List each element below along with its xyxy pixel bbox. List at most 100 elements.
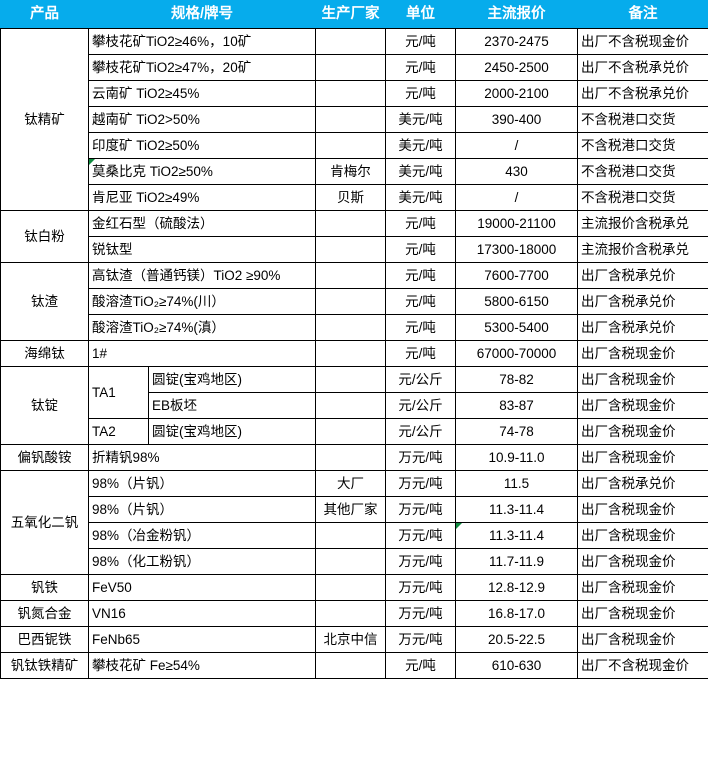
manufacturer-cell: 贝斯: [315, 184, 386, 211]
spec-cell: 酸溶渣TiO₂≥74%(滇）: [88, 314, 316, 341]
price-cell: 11.3-11.4: [455, 522, 578, 549]
spec-cell: 98%（冶金粉钒）: [88, 522, 316, 549]
unit-cell: 元/吨: [385, 54, 456, 81]
manufacturer-cell: [315, 54, 386, 81]
product-group-titanium-concentrate: 钛精矿: [0, 28, 89, 211]
price-cell: 16.8-17.0: [455, 600, 578, 627]
table-row[interactable]: 云南矿 TiO2≥45% 元/吨 2000-2100 出厂不含税承兑价: [1, 80, 708, 107]
manufacturer-cell: 其他厂家: [315, 496, 386, 523]
price-cell: 11.5: [455, 470, 578, 497]
unit-cell: 万元/吨: [385, 600, 456, 627]
product-group-vanadium-pentoxide: 五氧化二钒: [0, 470, 89, 575]
note-cell: 不含税港口交货: [577, 106, 708, 133]
price-cell: /: [455, 132, 578, 159]
table-row[interactable]: 海绵钛 1# 元/吨 67000-70000 出厂含税现金价: [0, 340, 708, 367]
table-row[interactable]: 98%（化工粉钒） 万元/吨 11.7-11.9 出厂含税现金价: [1, 548, 708, 575]
price-cell: 2450-2500: [455, 54, 578, 81]
manufacturer-cell: [315, 262, 386, 289]
price-cell: 78-82: [455, 366, 578, 393]
price-cell: 10.9-11.0: [455, 444, 578, 471]
unit-cell: 元/吨: [385, 80, 456, 107]
unit-cell: 元/吨: [385, 340, 456, 367]
table-row[interactable]: 钒氮合金 VN16 万元/吨 16.8-17.0 出厂含税现金价: [0, 600, 708, 627]
table-row[interactable]: 酸溶渣TiO₂≥74%(滇） 元/吨 5300-5400 出厂含税承兑价: [1, 314, 708, 341]
spec-cell: 折精钒98%: [88, 444, 316, 471]
note-cell: 出厂含税现金价: [577, 600, 708, 627]
table-row[interactable]: 钛锭 TA1 圆锭(宝鸡地区) 元/公斤 78-82 出厂含税现金价: [0, 366, 708, 445]
product-group-sponge-titanium: 海绵钛: [0, 340, 89, 367]
table-row[interactable]: 偏钒酸铵 折精钒98% 万元/吨 10.9-11.0 出厂含税现金价: [0, 444, 708, 471]
manufacturer-cell: [315, 392, 386, 419]
unit-cell: 万元/吨: [385, 496, 456, 523]
note-cell: 出厂含税承兑价: [577, 288, 708, 315]
unit-cell: 元/吨: [385, 652, 456, 679]
spec-cell: FeV50: [88, 574, 316, 601]
table-row[interactable]: 攀枝花矿TiO2≥47%，20矿 元/吨 2450-2500 出厂不含税承兑价: [1, 54, 708, 81]
table-row[interactable]: 钛精矿 攀枝花矿TiO2≥46%，10矿 元/吨 2370-2475 出厂不含税…: [0, 28, 708, 211]
manufacturer-cell: [315, 314, 386, 341]
table-row[interactable]: 钒钛铁精矿 攀枝花矿 Fe≥54% 元/吨 610-630 出厂不含税现金价: [0, 652, 708, 679]
product-group-titanium-slag: 钛渣: [0, 262, 89, 341]
spec-cell: 攀枝花矿TiO2≥47%，20矿: [88, 54, 316, 81]
table-row[interactable]: 五氧化二钒 98%（片钒） 大厂 万元/吨 11.5 出厂含税承兑价: [0, 470, 708, 575]
table-row[interactable]: TA2 圆锭(宝鸡地区) 元/公斤 74-78 出厂含税现金价: [1, 418, 708, 445]
column-header-manufacturer[interactable]: 生产厂家: [315, 0, 386, 29]
unit-cell: 万元/吨: [385, 626, 456, 653]
table-row[interactable]: 莫桑比克 TiO2≥50% 肯梅尔 美元/吨 430 不含税港口交货: [1, 158, 708, 185]
price-cell: 5800-6150: [455, 288, 578, 315]
note-cell: 出厂不含税承兑价: [577, 54, 708, 81]
table-row[interactable]: 肯尼亚 TiO2≥49% 贝斯 美元/吨 / 不含税港口交货: [1, 184, 708, 211]
spec-cell: 锐钛型: [88, 236, 316, 263]
spec-cell: 金红石型（硫酸法）: [88, 210, 316, 237]
table-body: 钛精矿 攀枝花矿TiO2≥46%，10矿 元/吨 2370-2475 出厂不含税…: [0, 28, 708, 679]
spec-cell: 攀枝花矿TiO2≥46%，10矿: [88, 28, 316, 55]
table-row[interactable]: 98%（片钒） 其他厂家 万元/吨 11.3-11.4 出厂含税现金价: [1, 496, 708, 523]
spec-cell: 肯尼亚 TiO2≥49%: [88, 184, 316, 211]
column-header-spec[interactable]: 规格/牌号: [88, 0, 316, 29]
product-group-ferrovanadium: 钒铁: [0, 574, 89, 601]
table-row[interactable]: 钛渣 高钛渣（普通钙镁）TiO2 ≥90% 元/吨 7600-7700 出厂含税…: [0, 262, 708, 341]
table-row[interactable]: 锐钛型 元/吨 17300-18000 主流报价含税承兑: [1, 236, 708, 263]
price-cell: 2000-2100: [455, 80, 578, 107]
price-cell: 74-78: [455, 418, 578, 445]
manufacturer-cell: [315, 132, 386, 159]
spec-cell: 越南矿 TiO2>50%: [88, 106, 316, 133]
price-cell: 11.3-11.4: [455, 496, 578, 523]
manufacturer-cell: [315, 106, 386, 133]
table-row[interactable]: 巴西铌铁 FeNb65 北京中信 万元/吨 20.5-22.5 出厂含税现金价: [0, 626, 708, 653]
note-cell: 出厂含税现金价: [577, 444, 708, 471]
price-cell: 2370-2475: [455, 28, 578, 55]
note-cell: 出厂含税现金价: [577, 392, 708, 419]
grade-cell: TA1: [88, 366, 149, 419]
column-header-product[interactable]: 产品: [0, 0, 89, 29]
note-cell: 出厂含税现金价: [577, 418, 708, 445]
spec-cell: EB板坯: [148, 392, 316, 419]
note-cell: 主流报价含税承兑: [577, 210, 708, 237]
note-cell: 出厂不含税现金价: [577, 28, 708, 55]
unit-cell: 万元/吨: [385, 470, 456, 497]
unit-cell: 元/吨: [385, 236, 456, 263]
commodity-price-table: 产品 规格/牌号 生产厂家 单位 主流报价 备注 钛精矿 攀枝花矿TiO2≥46…: [0, 0, 708, 679]
manufacturer-cell: [315, 574, 386, 601]
manufacturer-cell: [315, 80, 386, 107]
note-cell: 出厂含税现金价: [577, 522, 708, 549]
manufacturer-cell: [315, 366, 386, 393]
column-header-unit[interactable]: 单位: [385, 0, 456, 29]
unit-cell: 美元/吨: [385, 158, 456, 185]
unit-cell: 美元/吨: [385, 132, 456, 159]
price-cell: 390-400: [455, 106, 578, 133]
table-row[interactable]: 钛白粉 金红石型（硫酸法） 元/吨 19000-21100 主流报价含税承兑: [0, 210, 708, 263]
table-row[interactable]: 钒铁 FeV50 万元/吨 12.8-12.9 出厂含税现金价: [0, 574, 708, 601]
table-row[interactable]: 酸溶渣TiO₂≥74%(川） 元/吨 5800-6150 出厂含税承兑价: [1, 288, 708, 315]
table-row[interactable]: 98%（冶金粉钒） 万元/吨 11.3-11.4 出厂含税现金价: [1, 522, 708, 549]
column-header-price[interactable]: 主流报价: [455, 0, 578, 29]
spec-cell: 圆锭(宝鸡地区): [148, 418, 316, 445]
unit-cell: 元/吨: [385, 262, 456, 289]
table-row[interactable]: 印度矿 TiO2≥50% 美元/吨 / 不含税港口交货: [1, 132, 708, 159]
table-row[interactable]: 越南矿 TiO2>50% 美元/吨 390-400 不含税港口交货: [1, 106, 708, 133]
spec-cell: 圆锭(宝鸡地区): [148, 366, 316, 393]
column-header-note[interactable]: 备注: [577, 0, 708, 29]
unit-cell: 元/吨: [385, 314, 456, 341]
product-group-vanadium-nitrogen: 钒氮合金: [0, 600, 89, 627]
